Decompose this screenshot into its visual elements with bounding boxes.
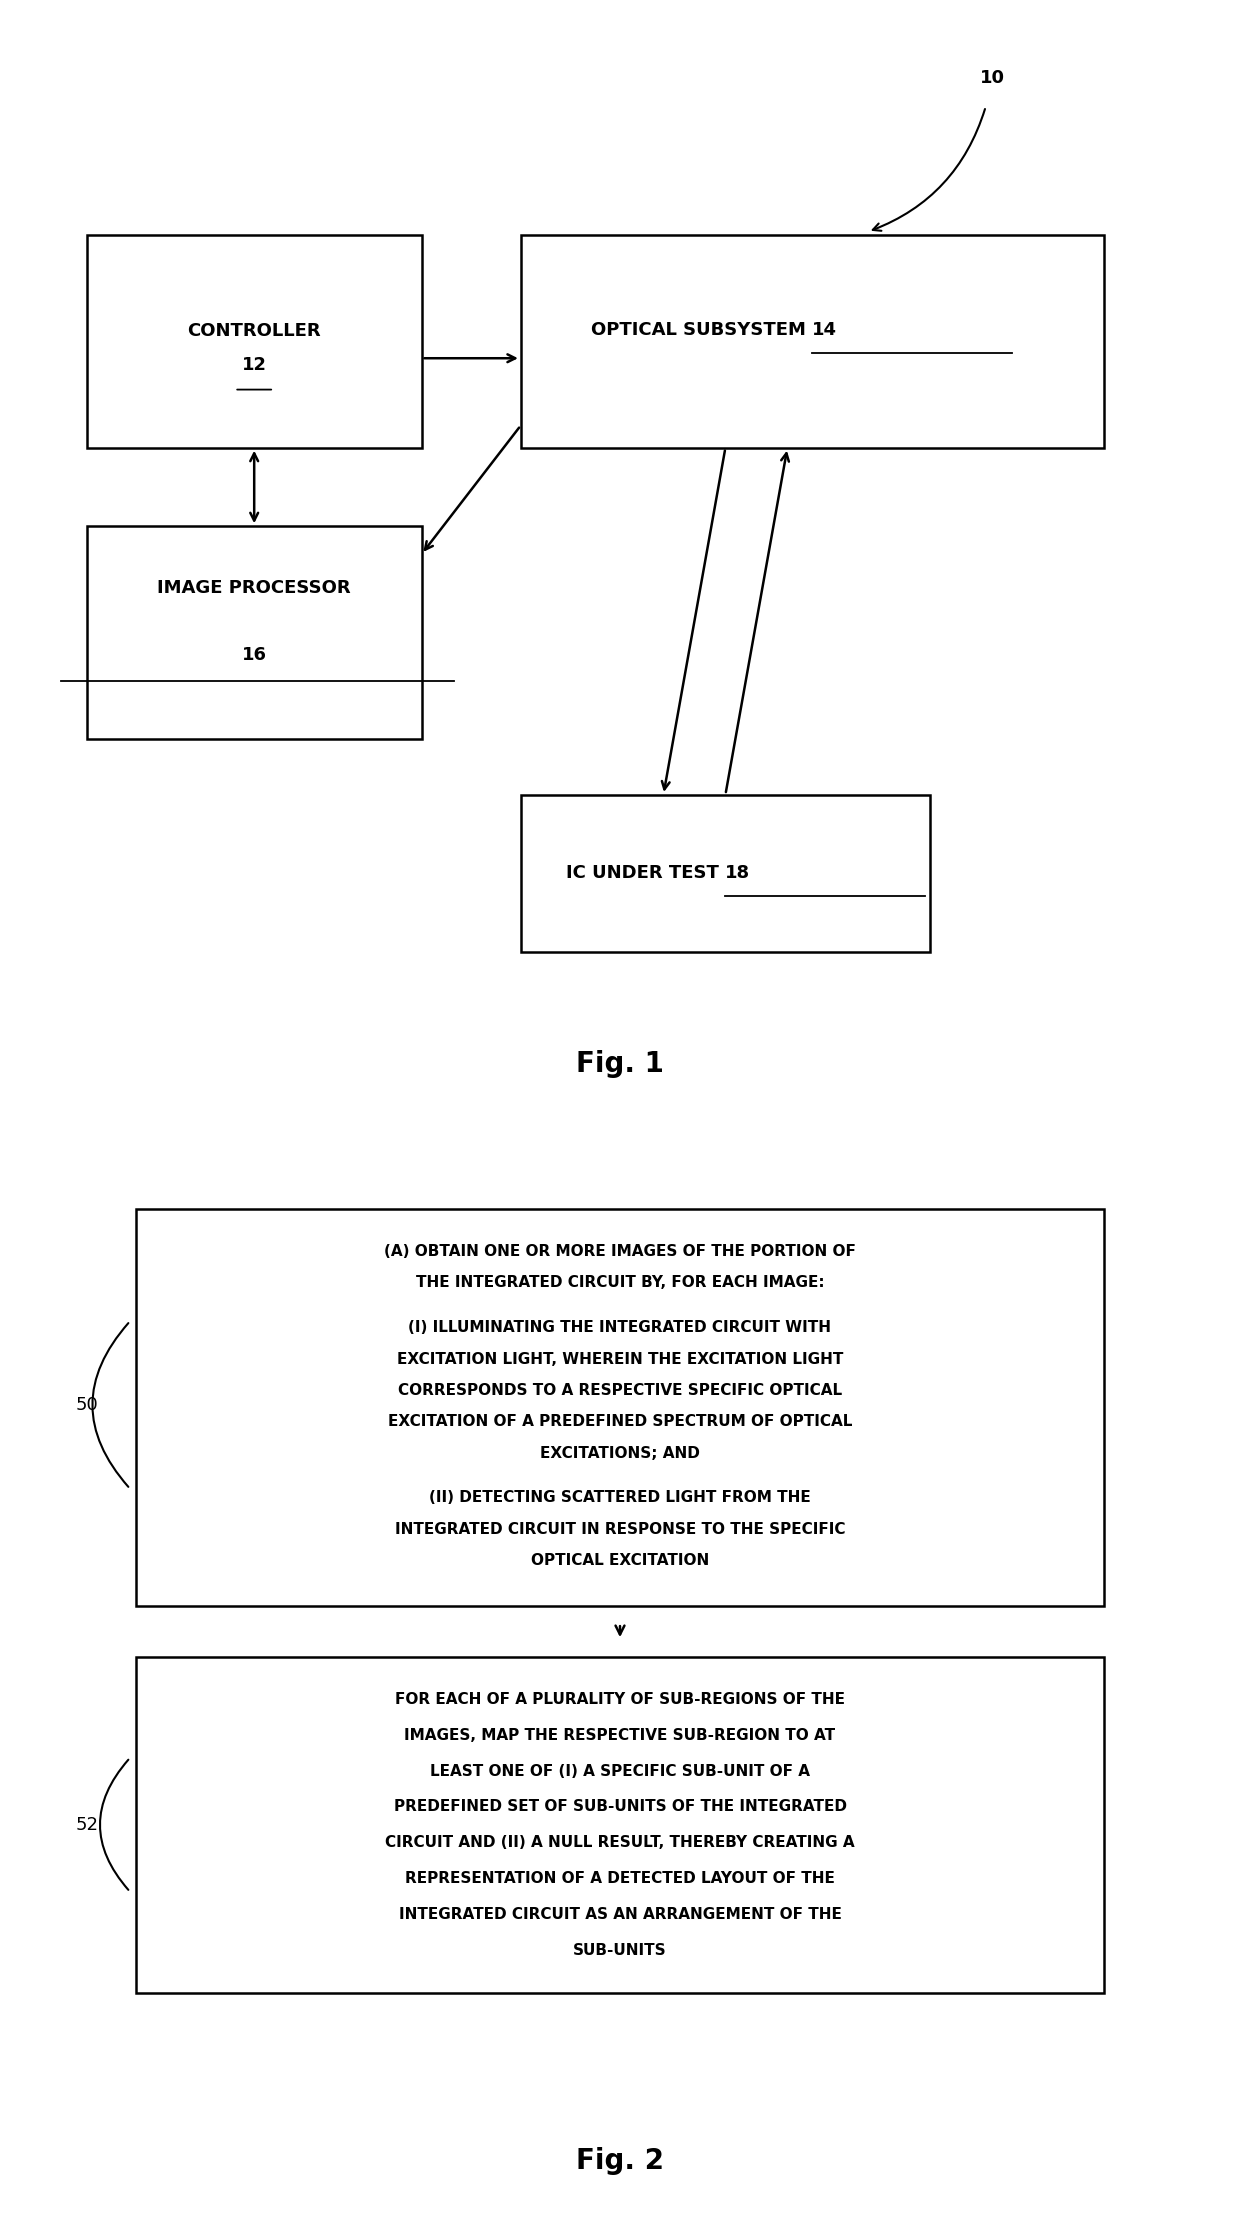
Text: 12: 12 [242,356,267,374]
Text: CORRESPONDS TO A RESPECTIVE SPECIFIC OPTICAL: CORRESPONDS TO A RESPECTIVE SPECIFIC OPT… [398,1384,842,1397]
Text: 52: 52 [76,1816,98,1834]
Text: (A) OBTAIN ONE OR MORE IMAGES OF THE PORTION OF: (A) OBTAIN ONE OR MORE IMAGES OF THE POR… [384,1245,856,1258]
Bar [521,795,930,952]
Text: LEAST ONE OF (I) A SPECIFIC SUB-UNIT OF A: LEAST ONE OF (I) A SPECIFIC SUB-UNIT OF … [430,1764,810,1778]
Text: IC UNDER TEST: IC UNDER TEST [567,864,725,882]
Bar [521,235,1104,448]
Text: FOR EACH OF A PLURALITY OF SUB-REGIONS OF THE: FOR EACH OF A PLURALITY OF SUB-REGIONS O… [396,1693,844,1706]
Text: EXCITATION OF A PREDEFINED SPECTRUM OF OPTICAL: EXCITATION OF A PREDEFINED SPECTRUM OF O… [388,1415,852,1428]
Text: (I) ILLUMINATING THE INTEGRATED CIRCUIT WITH: (I) ILLUMINATING THE INTEGRATED CIRCUIT … [408,1321,832,1334]
Text: EXCITATIONS; AND: EXCITATIONS; AND [541,1446,699,1460]
Text: REPRESENTATION OF A DETECTED LAYOUT OF THE: REPRESENTATION OF A DETECTED LAYOUT OF T… [405,1872,835,1885]
Text: 10: 10 [980,69,1004,87]
Text: 18: 18 [725,864,750,882]
Bar [87,235,422,448]
Text: Fig. 1: Fig. 1 [577,1050,663,1077]
Text: 50: 50 [76,1395,98,1415]
Text: 16: 16 [242,645,267,665]
Text: 14: 14 [812,320,837,340]
Text: Fig. 2: Fig. 2 [577,2147,663,2174]
Text: IMAGE PROCESSOR: IMAGE PROCESSOR [157,578,351,598]
Text: CONTROLLER: CONTROLLER [187,322,321,340]
Text: OPTICAL EXCITATION: OPTICAL EXCITATION [531,1554,709,1567]
Text: INTEGRATED CIRCUIT IN RESPONSE TO THE SPECIFIC: INTEGRATED CIRCUIT IN RESPONSE TO THE SP… [394,1523,846,1536]
Text: OPTICAL SUBSYSTEM: OPTICAL SUBSYSTEM [591,320,812,340]
Text: PREDEFINED SET OF SUB-UNITS OF THE INTEGRATED: PREDEFINED SET OF SUB-UNITS OF THE INTEG… [393,1800,847,1814]
Text: SUB-UNITS: SUB-UNITS [573,1943,667,1957]
Text: CIRCUIT AND (II) A NULL RESULT, THEREBY CREATING A: CIRCUIT AND (II) A NULL RESULT, THEREBY … [386,1836,854,1849]
Bar [87,526,422,739]
Text: IMAGES, MAP THE RESPECTIVE SUB-REGION TO AT: IMAGES, MAP THE RESPECTIVE SUB-REGION TO… [404,1729,836,1742]
Bar [136,1657,1104,1993]
Text: EXCITATION LIGHT, WHEREIN THE EXCITATION LIGHT: EXCITATION LIGHT, WHEREIN THE EXCITATION… [397,1352,843,1366]
Bar [136,1209,1104,1608]
Text: THE INTEGRATED CIRCUIT BY, FOR EACH IMAGE:: THE INTEGRATED CIRCUIT BY, FOR EACH IMAG… [415,1276,825,1290]
Text: (II) DETECTING SCATTERED LIGHT FROM THE: (II) DETECTING SCATTERED LIGHT FROM THE [429,1491,811,1505]
Text: INTEGRATED CIRCUIT AS AN ARRANGEMENT OF THE: INTEGRATED CIRCUIT AS AN ARRANGEMENT OF … [398,1908,842,1921]
